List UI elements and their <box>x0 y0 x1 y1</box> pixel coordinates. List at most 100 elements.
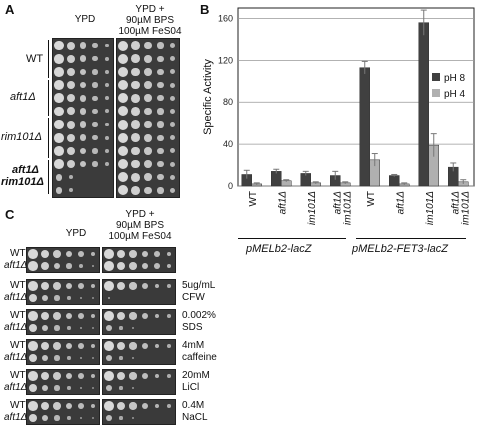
panel-c-condition-value: 0.002% <box>182 310 216 321</box>
panel-c-condition-value: 4mM <box>182 340 205 351</box>
yeast-spot <box>79 121 87 128</box>
yeast-spot <box>54 106 64 117</box>
x-tick-label: aft1Δ <box>395 191 406 215</box>
panel-a-bracket-double <box>48 160 49 194</box>
panel-a-header-bps-2: 90µM BPS <box>125 15 174 26</box>
yeast-spot <box>53 282 61 290</box>
yeast-spot <box>118 106 129 117</box>
y-tick-label: 160 <box>218 13 233 23</box>
yeast-spot <box>104 311 114 321</box>
yeast-spot <box>105 43 109 48</box>
yeast-spot <box>92 327 94 329</box>
yeast-spot <box>80 297 82 299</box>
yeast-spot <box>154 251 160 257</box>
panel-c-plate-control <box>26 399 100 425</box>
panel-c-condition-value: 0.4M <box>182 400 205 411</box>
yeast-spot <box>116 249 126 259</box>
yeast-spot <box>78 373 84 379</box>
yeast-spot <box>105 56 109 61</box>
panel-c-plate-treated <box>102 369 176 395</box>
panel-a-bracket-aft1 <box>48 80 49 116</box>
yeast-spot <box>118 132 129 143</box>
panel-c-condition-name: SDS <box>182 322 203 333</box>
yeast-spot <box>167 404 171 408</box>
yeast-spot <box>28 311 38 321</box>
yeast-spot <box>66 133 76 142</box>
yeast-spot <box>132 327 134 329</box>
panel-a-bracket-rim101 <box>48 118 49 158</box>
panel-c-header-bps-1: YPD + <box>125 209 155 220</box>
yeast-spot <box>92 108 98 115</box>
yeast-spot <box>92 148 98 154</box>
yeast-spot <box>28 371 38 381</box>
legend-swatch <box>432 73 440 81</box>
panel-a-header-ypd: YPD <box>74 14 96 25</box>
yeast-spot <box>104 281 114 291</box>
yeast-spot <box>170 43 176 49</box>
panel-c-plate-control <box>26 309 100 335</box>
yeast-spot <box>144 133 152 142</box>
x-tick-label: aft1Δrim101Δ <box>450 191 471 225</box>
yeast-spot <box>106 355 112 361</box>
yeast-spot <box>66 263 72 269</box>
yeast-spot <box>144 186 152 195</box>
panel-c-plate-treated <box>102 247 176 273</box>
yeast-spot <box>116 261 126 271</box>
x-tick-label: aft1Δrim101Δ <box>332 191 353 225</box>
yeast-spot <box>90 343 96 349</box>
panel-c-plate-control <box>26 279 100 305</box>
yeast-spot <box>131 67 140 77</box>
yeast-spot <box>65 402 73 410</box>
yeast-spot <box>41 384 49 392</box>
yeast-spot <box>157 108 164 115</box>
yeast-spot <box>129 372 137 380</box>
yeast-spot <box>154 373 160 379</box>
group-line-fet3 <box>356 238 466 239</box>
yeast-spot <box>141 282 149 290</box>
yeast-spot <box>66 81 76 90</box>
yeast-spot <box>131 54 140 64</box>
yeast-spot <box>131 146 140 156</box>
yeast-spot <box>116 281 126 291</box>
yeast-spot <box>157 121 164 128</box>
yeast-spot <box>131 186 140 195</box>
yeast-spot <box>105 83 109 87</box>
yeast-spot <box>157 134 164 141</box>
yeast-spot <box>28 249 38 259</box>
yeast-spot <box>170 95 176 101</box>
yeast-spot <box>92 161 98 167</box>
yeast-spot <box>79 55 87 63</box>
yeast-spot <box>154 263 160 269</box>
yeast-spot <box>92 417 94 419</box>
yeast-spot <box>157 68 164 76</box>
yeast-spot <box>54 415 60 421</box>
bar <box>359 67 370 187</box>
yeast-spot <box>67 296 71 300</box>
yeast-spot <box>170 56 176 62</box>
yeast-spot <box>55 187 63 194</box>
yeast-spot <box>80 387 82 389</box>
yeast-spot <box>118 172 129 183</box>
yeast-spot <box>66 41 76 50</box>
panel-c-strain-wt: WT <box>10 248 26 259</box>
panel-c-plate-control <box>26 339 100 365</box>
panel-c-condition-value: 20mM <box>182 370 210 381</box>
x-tick-label: rim101Δ <box>425 191 436 225</box>
panel-c-strain-aft1: aft1Δ <box>4 382 28 393</box>
yeast-spot <box>66 94 76 103</box>
yeast-spot <box>118 53 129 64</box>
yeast-spot <box>154 283 160 289</box>
yeast-spot <box>118 119 129 130</box>
panel-c-strain-aft1: aft1Δ <box>4 412 28 423</box>
yeast-spot <box>66 54 76 63</box>
yeast-spot <box>132 417 134 419</box>
group-line-pmelb2 <box>238 238 346 239</box>
yeast-spot <box>141 250 149 258</box>
y-tick-label: 0 <box>228 181 233 191</box>
yeast-spot <box>105 148 109 153</box>
yeast-spot <box>79 147 87 155</box>
panel-c-strain-wt: WT <box>10 310 26 321</box>
yeast-spot <box>67 326 71 330</box>
yeast-spot <box>105 96 109 101</box>
